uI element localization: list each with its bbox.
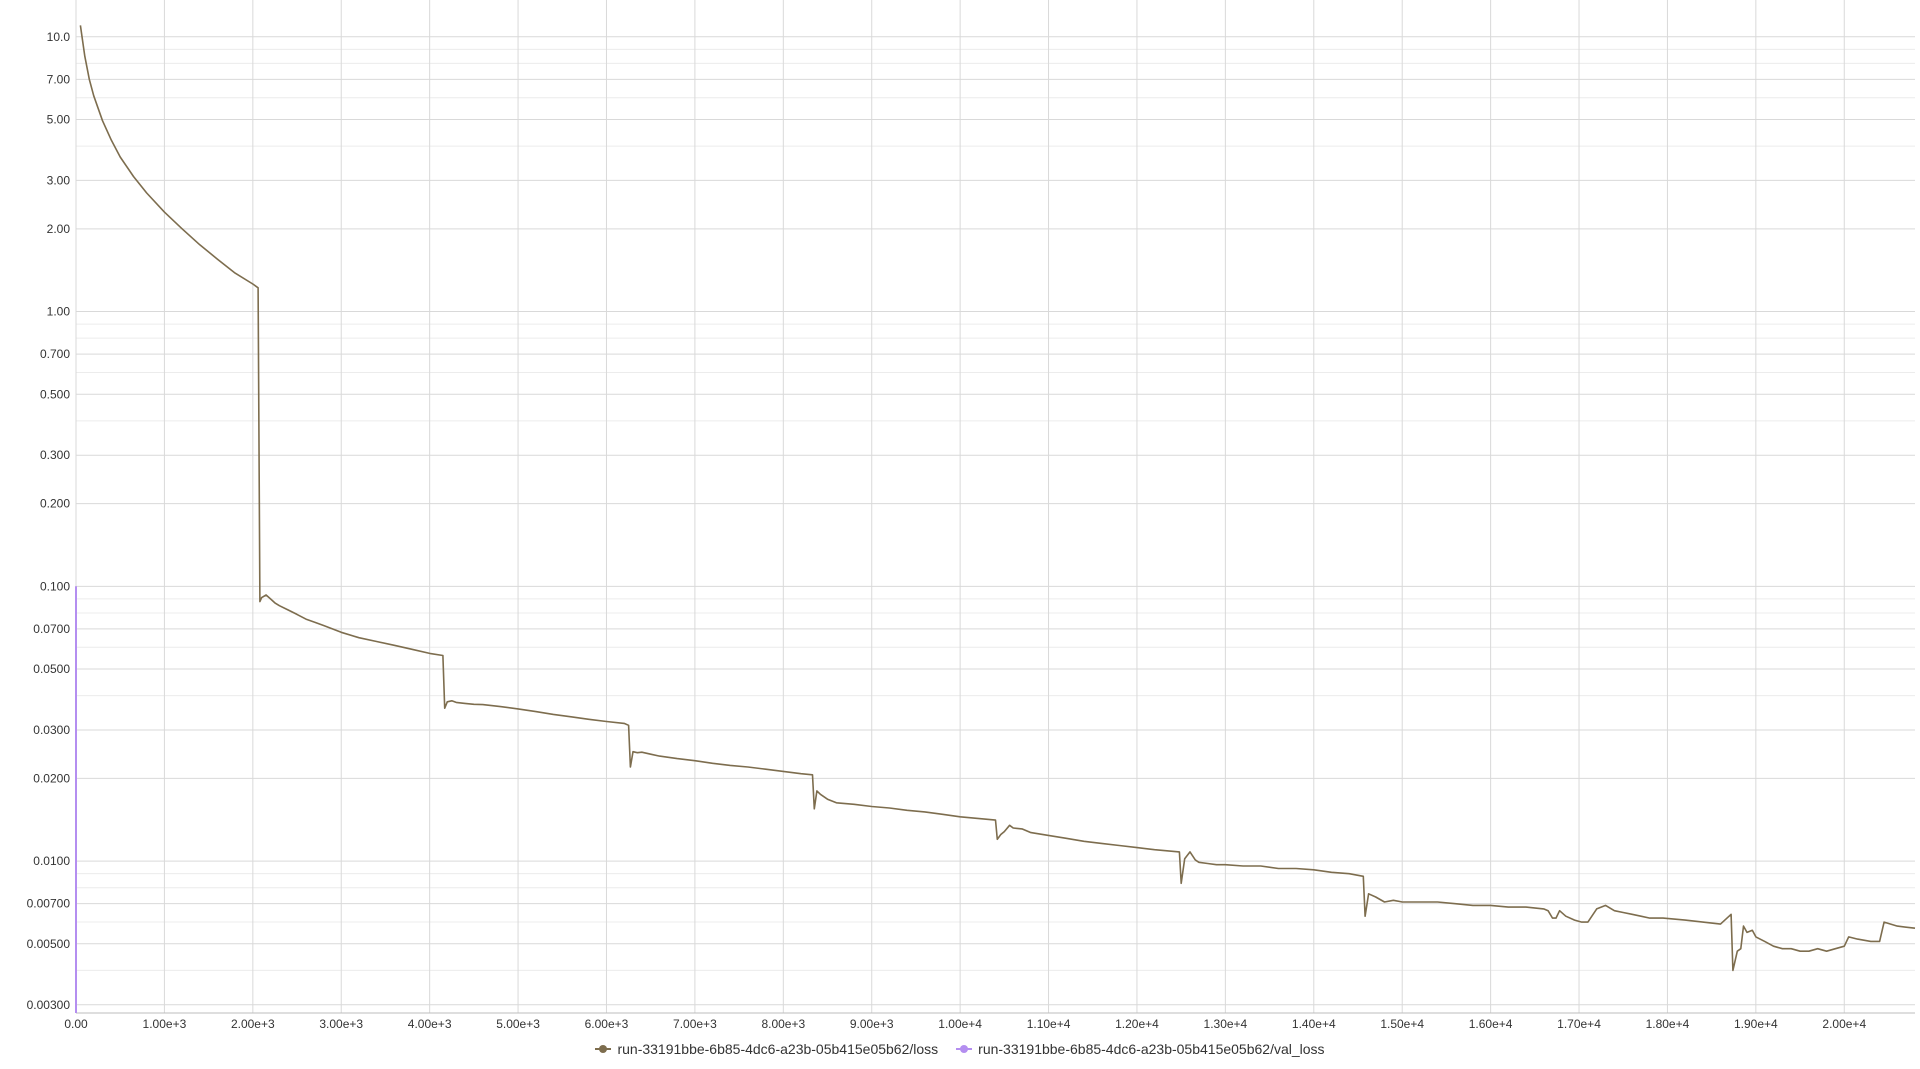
y-tick-label: 10.0 bbox=[47, 30, 71, 44]
x-tick-label: 7.00e+3 bbox=[673, 1017, 717, 1031]
x-tick-label: 0.00 bbox=[64, 1017, 88, 1031]
x-tick-label: 1.30e+4 bbox=[1204, 1017, 1248, 1031]
chart-axis-labels: 10.0 7.00 5.00 3.00 2.00 1.00 0.700 0.500 0.300 0… bbox=[27, 30, 1867, 1031]
chart-grid bbox=[75, 0, 1915, 1014]
y-tick-label: 0.0100 bbox=[33, 854, 70, 868]
x-tick-label: 1.80e+4 bbox=[1646, 1017, 1690, 1031]
x-tick-label: 1.50e+4 bbox=[1380, 1017, 1424, 1031]
loss-chart: 10.0 7.00 5.00 3.00 2.00 1.00 0.700 0.500 0.300 0… bbox=[27, 0, 1916, 1031]
y-tick-label: 0.0700 bbox=[33, 622, 70, 636]
y-tick-label: 0.00500 bbox=[27, 937, 71, 951]
x-tick-label: 2.00e+3 bbox=[231, 1017, 275, 1031]
x-tick-label: 5.00e+3 bbox=[496, 1017, 540, 1031]
legend-item-val-loss[interactable]: run-33191bbe-6b85-4dc6-a23b-05b415e05b62… bbox=[956, 1041, 1325, 1057]
x-tick-label: 8.00e+3 bbox=[761, 1017, 805, 1031]
x-tick-label: 1.60e+4 bbox=[1469, 1017, 1513, 1031]
y-tick-label: 0.00300 bbox=[27, 998, 71, 1012]
x-tick-label: 1.70e+4 bbox=[1557, 1017, 1601, 1031]
y-tick-label: 7.00 bbox=[47, 72, 71, 86]
x-tick-label: 9.00e+3 bbox=[850, 1017, 894, 1031]
y-tick-label: 0.200 bbox=[40, 497, 70, 511]
y-tick-label: 0.0200 bbox=[33, 771, 70, 785]
legend-label-val-loss: run-33191bbe-6b85-4dc6-a23b-05b415e05b62… bbox=[978, 1041, 1325, 1057]
y-tick-label: 0.700 bbox=[40, 347, 70, 361]
y-tick-label: 0.00700 bbox=[27, 897, 71, 911]
x-tick-label: 1.90e+4 bbox=[1734, 1017, 1778, 1031]
x-tick-label: 1.00e+4 bbox=[938, 1017, 982, 1031]
x-tick-label: 1.00e+3 bbox=[143, 1017, 187, 1031]
x-tick-label: 1.40e+4 bbox=[1292, 1017, 1336, 1031]
x-tick-label: 1.10e+4 bbox=[1027, 1017, 1071, 1031]
y-tick-label: 0.100 bbox=[40, 579, 70, 593]
x-tick-label: 3.00e+3 bbox=[319, 1017, 363, 1031]
y-tick-label: 0.500 bbox=[40, 387, 70, 401]
legend-marker-val-loss bbox=[956, 1044, 973, 1054]
y-tick-label: 2.00 bbox=[47, 222, 71, 236]
x-tick-label: 4.00e+3 bbox=[408, 1017, 452, 1031]
legend-label-loss: run-33191bbe-6b85-4dc6-a23b-05b415e05b62… bbox=[617, 1041, 939, 1057]
x-tick-label: 1.20e+4 bbox=[1115, 1017, 1159, 1031]
y-tick-label: 0.0300 bbox=[33, 723, 70, 737]
x-tick-label: 6.00e+3 bbox=[585, 1017, 629, 1031]
y-tick-label: 3.00 bbox=[47, 173, 71, 187]
y-tick-label: 5.00 bbox=[47, 112, 71, 126]
y-tick-label: 1.00 bbox=[47, 305, 71, 319]
legend-marker-loss bbox=[595, 1044, 612, 1054]
y-tick-label: 0.0500 bbox=[33, 662, 70, 676]
chart-legend: run-33191bbe-6b85-4dc6-a23b-05b415e05b62… bbox=[0, 1041, 1920, 1057]
x-tick-label: 2.00e+4 bbox=[1822, 1017, 1866, 1031]
legend-item-loss[interactable]: run-33191bbe-6b85-4dc6-a23b-05b415e05b62… bbox=[595, 1041, 938, 1057]
y-tick-label: 0.300 bbox=[40, 448, 70, 462]
chart-series-layer bbox=[75, 25, 1916, 1013]
series-line-loss bbox=[79, 25, 1916, 972]
